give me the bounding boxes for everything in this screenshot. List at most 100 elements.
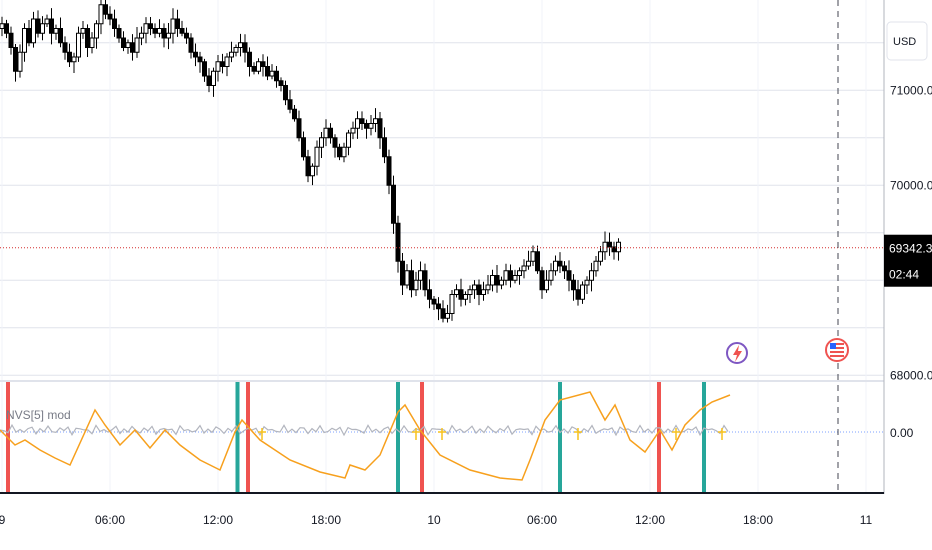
candle-body <box>116 28 122 39</box>
overlay <box>0 0 884 492</box>
candle <box>431 295 437 311</box>
candle-body <box>575 289 581 300</box>
candle-body <box>152 28 158 34</box>
candle <box>94 20 99 49</box>
time-tick-label: 11 <box>860 513 873 527</box>
candle-body <box>125 42 131 48</box>
candle-body <box>341 146 347 158</box>
candle-body <box>436 303 441 310</box>
flag-event-icon[interactable] <box>825 338 849 362</box>
candle-body <box>121 37 126 48</box>
candle <box>409 259 414 298</box>
candle <box>35 10 41 38</box>
candle-body <box>283 85 288 101</box>
candle-body <box>98 4 104 25</box>
currency-button[interactable]: USD <box>886 21 928 61</box>
candle <box>107 6 113 26</box>
candle-body <box>503 270 509 281</box>
flag-stripe <box>830 343 844 345</box>
candle <box>179 20 185 37</box>
candle <box>395 215 401 273</box>
candle <box>458 278 464 307</box>
candle <box>449 289 455 321</box>
candle-body <box>562 265 567 272</box>
candle-body <box>580 284 585 300</box>
candle <box>602 231 608 260</box>
candle-body <box>49 18 54 34</box>
candle <box>265 56 270 81</box>
candle-body <box>404 270 410 286</box>
candle <box>328 123 333 144</box>
candle <box>476 279 482 306</box>
candle <box>148 17 153 36</box>
candle <box>440 300 446 323</box>
signal-marker <box>558 382 562 492</box>
candle-body <box>265 66 270 77</box>
candle <box>206 68 212 93</box>
candle-body <box>386 156 392 186</box>
candle <box>535 245 540 274</box>
candle-body <box>188 37 194 53</box>
candle-body <box>598 251 603 262</box>
candle <box>566 260 572 292</box>
current-price-tag: 69342.38 02:44 <box>884 234 932 287</box>
candle-body <box>26 28 32 44</box>
lightning-event-icon[interactable] <box>726 342 748 364</box>
candle-body <box>535 251 540 272</box>
candle-body <box>260 61 266 67</box>
candle-body <box>53 28 59 34</box>
candle-body <box>400 260 405 286</box>
candle-body <box>4 23 9 34</box>
candle-body <box>269 70 275 77</box>
candle <box>539 266 545 299</box>
candle-body <box>377 118 383 139</box>
candle <box>269 64 275 80</box>
candle <box>166 23 171 50</box>
candle-body <box>206 75 212 86</box>
candle-body <box>13 47 18 72</box>
candle-body <box>22 28 27 53</box>
time-tick-label: 06:00 <box>527 513 557 527</box>
candle-body <box>139 32 144 39</box>
candle-body <box>589 270 594 281</box>
candle-body <box>463 294 468 300</box>
candle <box>319 132 324 159</box>
candle-body <box>143 23 149 34</box>
signal-arrow <box>672 428 680 440</box>
candle <box>0 16 5 37</box>
candle <box>193 43 198 67</box>
candle <box>368 114 374 136</box>
candle-body <box>193 51 198 58</box>
candle <box>548 263 554 286</box>
candle <box>58 17 63 48</box>
candle-body <box>571 279 576 291</box>
candle <box>490 269 495 292</box>
candle <box>593 256 599 277</box>
candle <box>202 58 207 82</box>
candle-body <box>539 270 545 291</box>
candle-body <box>67 51 72 63</box>
candle-body <box>593 260 599 272</box>
signal-arrow <box>412 428 420 440</box>
signal-arrow <box>574 428 582 440</box>
candle <box>17 44 23 78</box>
candle <box>238 33 243 57</box>
candle <box>571 274 576 301</box>
signal-arrow <box>718 428 726 440</box>
candle-body <box>526 260 531 267</box>
candle <box>62 36 68 60</box>
candle-body <box>602 241 608 253</box>
time-tick-label: 18:00 <box>743 513 773 527</box>
candle-body <box>184 32 189 39</box>
candle <box>332 134 338 158</box>
candle-body <box>94 23 99 39</box>
candle <box>463 291 468 306</box>
candle <box>364 119 369 139</box>
candle-body <box>548 270 554 281</box>
candle <box>544 270 549 293</box>
candle-body <box>454 289 459 295</box>
candle-body <box>278 80 284 86</box>
signal-arrow <box>258 428 266 440</box>
